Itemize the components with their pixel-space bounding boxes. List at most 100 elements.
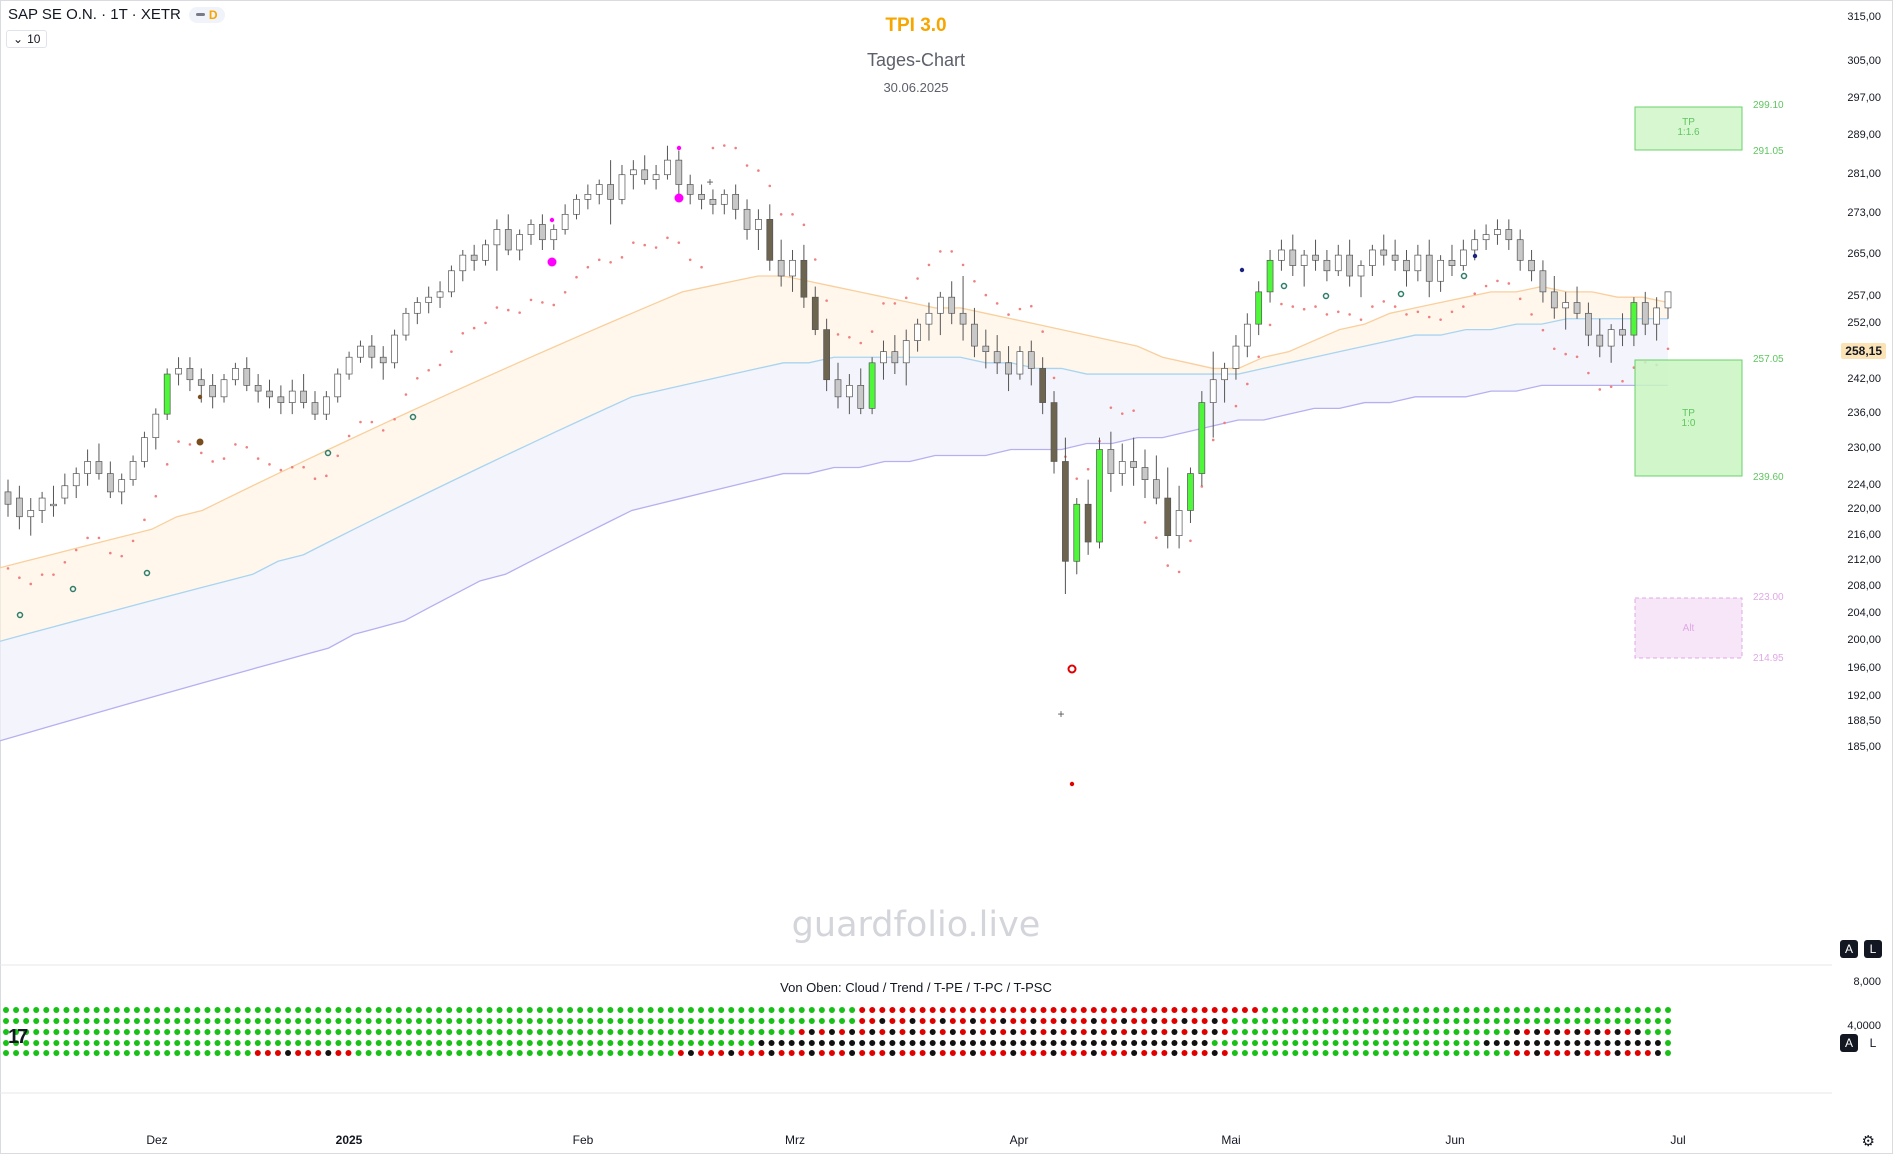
tradingview-logo[interactable]: 17 [8,1026,28,1048]
indicator-dot [1443,1007,1450,1013]
indicator-dot [1574,1040,1581,1046]
indicator-dot [1393,1018,1400,1024]
indicator-dot [214,1029,221,1035]
trail-dot [154,494,158,498]
trail-dot [723,144,726,147]
tp-lower-bottom: 239.60 [1753,472,1784,483]
indicator-dot [103,1029,110,1035]
indicator-dot [1060,1040,1067,1046]
trail-dot [1518,297,1522,301]
indicator-dot [335,1007,342,1013]
symbol-header[interactable]: SAP SE O.N. · 1T · XETR D [8,6,225,23]
indicator-collapse-button[interactable]: ⌄ 10 [6,30,48,48]
indicator-dot [1473,1018,1480,1024]
indicator-dot [808,1007,815,1013]
trail-dot [1598,388,1602,391]
indicator-dot [1080,1007,1087,1013]
candle-body [38,497,46,511]
candle-body [1414,254,1422,272]
indicator-dot [23,1007,30,1013]
candle-body [482,244,489,261]
indicator-dot [637,1040,644,1046]
y-tick-label: 208,00 [1847,580,1881,593]
auto-scale-button[interactable]: A [1840,940,1858,958]
indicator-dot [1020,1007,1027,1013]
candle-body [27,510,35,518]
trail-dot [1564,352,1567,356]
indicator-log-button[interactable]: L [1864,1034,1882,1052]
indicator-dot [1010,1040,1017,1046]
interval-badge[interactable]: D [188,6,225,23]
symbol-label[interactable]: SAP SE O.N. · 1T · XETR [8,6,181,23]
indicator-dot [738,1050,745,1056]
indicator-dot [33,1029,40,1035]
indicator-dot [184,1050,191,1056]
trail-dot [97,536,101,540]
indicator-dot [828,1029,835,1035]
indicator-dot [1473,1029,1480,1035]
indicator-dot [1282,1007,1289,1013]
indicator-dot [698,1007,705,1013]
trail-dot [313,477,317,481]
indicator-dot [1594,1029,1601,1035]
trail-dot [506,308,510,312]
indicator-dot [617,1018,624,1024]
indicator-dot [1332,1050,1339,1056]
indicator-dot [254,1040,261,1046]
indicator-dot [53,1007,60,1013]
indicator-dot [1634,1050,1641,1056]
indicator-dot [325,1029,332,1035]
candle-body [686,184,694,195]
indicator-dot [1614,1029,1621,1035]
indicator-dot [818,1018,825,1024]
indicator-dot [687,1029,694,1035]
candle-body [641,169,649,180]
candle-body [288,390,296,403]
indicator-dot [184,1040,191,1046]
indicator-dot [123,1007,130,1013]
log-scale-button[interactable]: L [1864,940,1882,958]
candle-body [698,194,705,200]
indicator-dot [657,1050,664,1056]
gear-icon[interactable]: ⚙ [1861,1133,1875,1150]
indicator-dot [1171,1029,1178,1035]
indicator-dot [224,1018,231,1024]
indicator-dot [909,1018,916,1024]
candle-body [607,184,614,200]
indicator-dot [1100,1040,1107,1046]
target-boxes [1634,106,1743,659]
trail-dot [597,258,601,262]
candle-body [277,396,285,403]
indicator-dot [1201,1050,1208,1056]
candle-body [1312,254,1319,261]
indicator-dot [23,1050,30,1056]
indicator-dot [879,1007,886,1013]
indicator-dot [415,1029,422,1035]
candle-body [1164,497,1172,536]
trail-dot [984,293,988,297]
candle-body [539,224,546,241]
indicator-dot [1000,1040,1007,1046]
candle-body [1346,254,1353,277]
indicator-dot [1161,1007,1168,1013]
indicator-auto-button[interactable]: A [1840,1034,1858,1052]
indicator-dot [1181,1018,1188,1024]
indicator-dot [667,1029,674,1035]
indicator-dot [949,1018,956,1024]
candle-body [720,194,728,205]
indicator-dot [728,1040,735,1046]
trail-dot [1609,385,1613,389]
indicator-dot [708,1040,715,1046]
indicator-dot [667,1040,674,1046]
indicator-dot [43,1040,50,1046]
indicator-dot [345,1007,352,1013]
indicator-dot [244,1029,251,1035]
marker-cross-bottom: + [1057,707,1064,721]
indicator-dot [607,1029,614,1035]
indicator-dot [315,1018,322,1024]
indicator-dot [808,1029,815,1035]
indicator-dot [1161,1050,1168,1056]
trail-dot [1132,409,1135,412]
indicator-dot [1433,1018,1440,1024]
